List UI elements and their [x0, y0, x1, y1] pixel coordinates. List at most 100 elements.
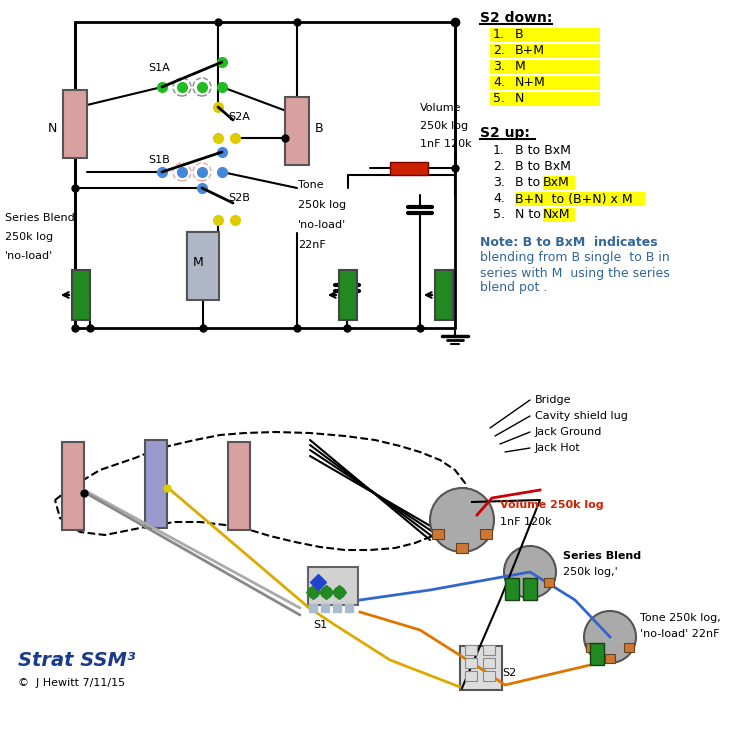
Bar [490, 76, 600, 90]
Bar [339, 270, 357, 320]
Bar [590, 643, 604, 665]
Bar [432, 529, 444, 539]
Bar [481, 529, 492, 539]
Bar [483, 658, 495, 668]
Bar [460, 646, 502, 690]
Text: Jack Ground: Jack Ground [535, 427, 602, 437]
Bar [187, 232, 219, 300]
Bar [285, 97, 309, 165]
Text: N: N [515, 92, 524, 106]
Text: Cavity shield lug: Cavity shield lug [535, 411, 628, 421]
Text: S2A: S2A [228, 112, 250, 122]
Text: 5.: 5. [493, 92, 505, 106]
Text: 'no-load': 'no-load' [298, 220, 346, 230]
Text: blend pot .: blend pot . [480, 282, 548, 294]
Text: Volume 250k log: Volume 250k log [500, 500, 604, 510]
Bar [465, 645, 477, 655]
Text: B to: B to [515, 177, 544, 189]
Text: 5.: 5. [493, 209, 505, 221]
Circle shape [504, 546, 556, 598]
Text: 250k log: 250k log [298, 200, 346, 210]
Text: B to BxM: B to BxM [515, 160, 571, 174]
Bar [543, 208, 575, 222]
Text: 'no-load' 22nF: 'no-load' 22nF [640, 629, 719, 639]
Text: B: B [515, 28, 523, 42]
Bar [72, 270, 90, 320]
Text: Strat SSM³: Strat SSM³ [18, 651, 136, 669]
Bar [586, 643, 596, 652]
Bar [605, 654, 615, 663]
Text: 1nF 120k: 1nF 120k [420, 139, 472, 149]
Bar [490, 28, 600, 42]
Text: 250k log: 250k log [420, 121, 468, 131]
Text: S2 down:: S2 down: [480, 11, 552, 25]
Text: S1A: S1A [148, 63, 170, 73]
Bar [63, 90, 87, 158]
Bar [465, 671, 477, 681]
Bar [490, 60, 600, 74]
Text: 2.: 2. [493, 45, 505, 57]
Text: S2 up:: S2 up: [480, 126, 530, 140]
Bar [523, 578, 537, 600]
Text: B+N  to (B+N) x M: B+N to (B+N) x M [515, 192, 632, 206]
Bar [624, 643, 634, 652]
Text: N: N [47, 122, 57, 134]
Text: 4.: 4. [493, 192, 505, 206]
Text: M: M [515, 60, 525, 74]
Text: N+M: N+M [515, 77, 546, 89]
Text: 2.: 2. [493, 160, 505, 174]
Text: series with M  using the series: series with M using the series [480, 267, 670, 279]
Text: 1.: 1. [493, 144, 505, 158]
Text: Tone: Tone [298, 180, 324, 190]
Bar [465, 658, 477, 668]
Bar [145, 440, 167, 528]
Text: S2: S2 [502, 668, 516, 678]
Text: 1nF 120k: 1nF 120k [500, 517, 551, 527]
Bar [506, 578, 516, 587]
Bar [456, 543, 468, 553]
Bar [483, 645, 495, 655]
Text: B+M: B+M [515, 45, 545, 57]
Bar [435, 270, 453, 320]
Circle shape [584, 611, 636, 663]
Bar [525, 589, 535, 598]
Text: Bridge: Bridge [535, 395, 571, 405]
Text: Tone 250k log,: Tone 250k log, [640, 613, 721, 623]
Bar [490, 92, 600, 106]
Text: Jack Hot: Jack Hot [535, 443, 581, 453]
Text: B to BxM: B to BxM [515, 144, 571, 158]
Text: ©  J Hewitt 7/11/15: © J Hewitt 7/11/15 [18, 678, 125, 688]
Text: Series Blend: Series Blend [563, 551, 641, 561]
Text: NxM: NxM [543, 209, 570, 221]
Text: 3.: 3. [493, 177, 505, 189]
Bar [62, 442, 84, 530]
Text: 250k log,': 250k log,' [563, 567, 618, 577]
Circle shape [430, 488, 494, 552]
Text: 3.: 3. [493, 60, 505, 74]
Text: 1.: 1. [493, 28, 505, 42]
Text: N to: N to [515, 209, 545, 221]
Bar [390, 162, 428, 175]
Bar [308, 567, 358, 605]
Text: Series Blend: Series Blend [5, 213, 74, 223]
Text: BxM: BxM [543, 177, 570, 189]
Text: B: B [315, 122, 324, 134]
Text: M: M [193, 256, 203, 268]
Text: S1B: S1B [148, 155, 170, 165]
Bar [544, 578, 554, 587]
Text: S1: S1 [313, 620, 327, 630]
Bar [543, 176, 575, 190]
Text: S2B: S2B [228, 193, 250, 203]
Text: Note: B to BxM  indicates: Note: B to BxM indicates [480, 236, 657, 250]
Text: blending from B single  to B in: blending from B single to B in [480, 251, 670, 265]
Bar [505, 578, 519, 600]
Text: 'no-load': 'no-load' [5, 251, 53, 261]
Text: 22nF: 22nF [298, 240, 326, 250]
Text: 4.: 4. [493, 77, 505, 89]
Bar [483, 671, 495, 681]
Text: 250k log: 250k log [5, 232, 53, 242]
Bar [228, 442, 250, 530]
Bar [515, 192, 645, 206]
Text: Volume: Volume [420, 103, 461, 113]
Bar [490, 44, 600, 58]
